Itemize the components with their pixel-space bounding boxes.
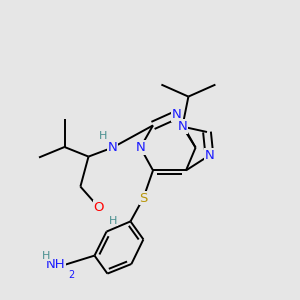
Text: N: N [205, 149, 214, 162]
Text: O: O [94, 201, 104, 214]
Text: S: S [139, 191, 148, 205]
Text: N: N [136, 141, 145, 154]
Text: H: H [42, 250, 51, 261]
Text: H: H [99, 130, 108, 141]
Text: NH: NH [46, 258, 65, 271]
Text: N: N [108, 141, 117, 154]
Text: 2: 2 [68, 270, 75, 280]
Text: N: N [172, 108, 182, 121]
Text: H: H [109, 215, 118, 226]
Text: N: N [178, 120, 187, 133]
